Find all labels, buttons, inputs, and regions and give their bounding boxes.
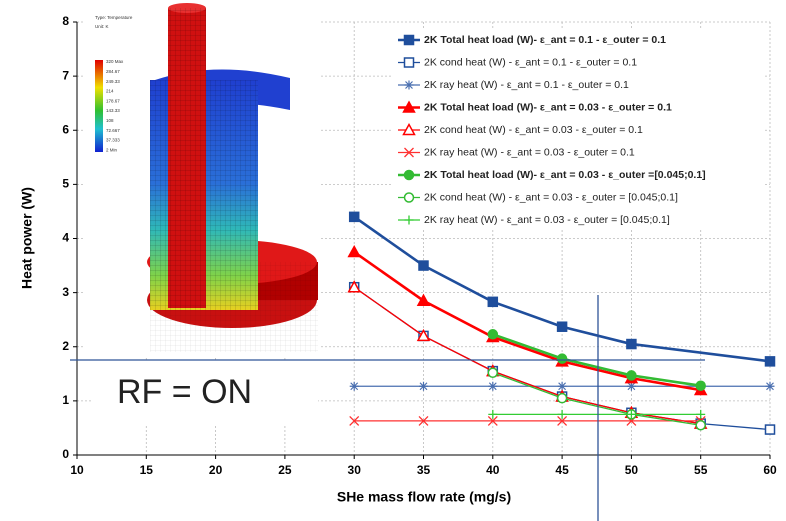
x-tick-label: 30 [348,463,362,477]
x-tick-label: 15 [140,463,154,477]
chart: 1015202530354045505560012345678 Heat pow… [0,0,786,521]
inset-scale-label: 72.667 [106,128,120,133]
y-tick-label: 0 [62,447,69,461]
marker [558,394,567,403]
inset-scale-label: 37.333 [106,138,120,143]
marker [488,368,497,377]
marker [405,171,414,180]
marker [766,425,775,434]
x-tick-label: 55 [694,463,708,477]
x-tick-label: 20 [209,463,223,477]
legend-label: 2K Total heat load (W)- ε_ant = 0.03 - ε… [424,101,672,113]
inset-scale-label: 178.67 [106,98,120,103]
marker [696,421,705,430]
y-tick-label: 6 [62,122,69,136]
y-tick-label: 2 [62,339,69,353]
marker [558,382,567,391]
marker [419,382,428,391]
y-tick-label: 4 [62,231,69,245]
x-tick-label: 45 [555,463,569,477]
series-line [354,287,701,423]
marker [405,58,414,67]
marker [696,381,705,390]
y-tick-label: 8 [62,14,69,28]
x-tick-label: 10 [70,463,84,477]
marker [558,354,567,363]
inset-colorbar [95,60,103,152]
marker [488,382,497,391]
inset-scale-label: 320 Max [106,59,124,64]
y-tick-label: 7 [62,68,69,82]
series-line [354,252,701,390]
inset-scale-label: 2 Min [106,147,118,152]
legend-label: 2K cond heat (W) - ε_ant = 0.03 - ε_oute… [424,124,643,136]
y-tick-label: 5 [62,177,69,191]
marker [349,247,360,257]
legend-label: 2K ray heat (W) - ε_ant = 0.03 - ε_outer… [424,146,635,158]
x-tick-label: 25 [278,463,292,477]
x-tick-label: 50 [625,463,639,477]
legend-label: 2K ray heat (W) - ε_ant = 0.03 - ε_outer… [424,214,670,226]
y-axis-label: Heat power (W) [19,187,35,289]
legend-label: 2K Total heat load (W)- ε_ant = 0.1 - ε_… [424,34,666,46]
x-tick-label: 40 [486,463,500,477]
overlay-text: RF = ON [117,373,252,411]
marker [766,357,775,366]
marker [350,382,359,391]
inset-scale-label: 214 [106,89,114,94]
inset-image: Type: Temperature Unit: K 320 Max 284.67 2… [85,0,320,356]
marker [488,330,497,339]
marker [405,81,414,90]
inset-unit: Unit: K [95,24,109,29]
legend-label: 2K cond heat (W) - ε_ant = 0.03 - ε_oute… [424,191,678,203]
legend-label: 2K cond heat (W) - ε_ant = 0.1 - ε_outer… [424,56,637,68]
x-tick-label: 60 [763,463,777,477]
inset-scale-label: 143.33 [106,108,120,113]
y-tick-label: 1 [62,393,69,407]
y-tick-label: 3 [62,285,69,299]
marker [350,212,359,221]
marker [405,36,414,45]
marker [419,261,428,270]
marker [558,322,567,331]
marker [627,340,636,349]
marker [488,297,497,306]
legend-label: 2K ray heat (W) - ε_ant = 0.1 - ε_outer … [424,79,629,91]
marker [766,382,775,391]
x-tick-label: 35 [417,463,431,477]
inset-scale-label: 108 [106,118,114,123]
marker [627,371,636,380]
marker [405,193,414,202]
inset-scale-label: 284.67 [106,69,120,74]
inset-scale-label: 249.33 [106,79,120,84]
legend-label: 2K Total heat load (W)- ε_ant = 0.03 - ε… [424,169,706,181]
inset-type: Type: Temperature [95,15,133,20]
x-axis-label: SHe mass flow rate (mg/s) [337,489,511,505]
